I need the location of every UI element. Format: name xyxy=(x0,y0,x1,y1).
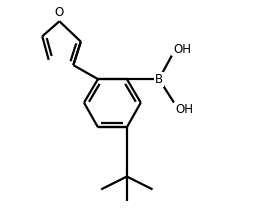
Text: OH: OH xyxy=(175,103,193,116)
Text: B: B xyxy=(155,73,163,86)
Text: OH: OH xyxy=(173,42,191,55)
Text: O: O xyxy=(55,6,64,19)
